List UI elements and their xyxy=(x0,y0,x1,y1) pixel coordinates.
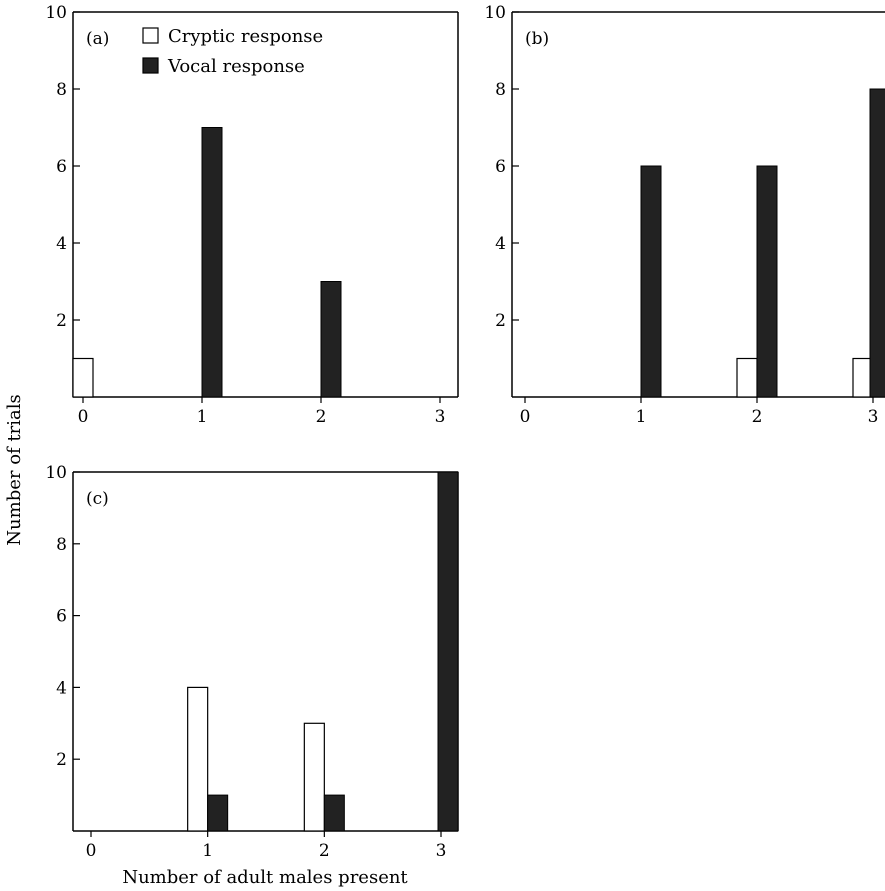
panel-2: 2 4 6 8 10 0 1 2 3 (b) xyxy=(484,3,885,427)
bar-cryptic-response xyxy=(736,357,758,398)
y-tick-label: 2 xyxy=(56,311,67,331)
x-tick-label: 2 xyxy=(316,407,327,427)
legend-label-cryptic: Cryptic response xyxy=(168,26,323,47)
x-tick-label: 2 xyxy=(319,841,330,861)
legend: Cryptic response Vocal response xyxy=(142,26,323,77)
panel-3: 2 4 6 8 10 0 1 2 3 (c) xyxy=(45,463,459,861)
bar-vocal-response xyxy=(323,794,345,832)
legend-swatch-cryptic xyxy=(142,27,159,44)
y-tick-label: 10 xyxy=(484,3,506,23)
legend-label-vocal: Vocal response xyxy=(167,56,305,77)
x-tick-label: 1 xyxy=(197,407,208,427)
bar-vocal-response xyxy=(640,165,662,398)
panel-label: (a) xyxy=(86,29,109,49)
y-tick-label: 6 xyxy=(56,607,67,627)
x-tick-label: 1 xyxy=(636,407,647,427)
bar-vocal-response xyxy=(320,281,342,398)
x-tick-label: 1 xyxy=(202,841,213,861)
y-tick-label: 8 xyxy=(495,80,506,100)
bar-cryptic-response xyxy=(303,722,325,832)
y-tick-label: 2 xyxy=(56,750,67,770)
bar-cryptic-response xyxy=(72,357,94,398)
panel-label: (c) xyxy=(86,489,109,509)
panel-label: (b) xyxy=(525,29,549,49)
x-tick-label: 0 xyxy=(78,407,89,427)
bar-vocal-response xyxy=(869,88,885,398)
y-tick-label: 4 xyxy=(56,678,67,698)
x-tick-label: 3 xyxy=(435,407,446,427)
y-tick-label: 8 xyxy=(56,535,67,555)
y-tick-label: 10 xyxy=(45,3,67,23)
y-tick-label: 4 xyxy=(495,234,506,254)
panel-1: 2 4 6 8 10 0 1 2 3 (a) xyxy=(45,3,459,427)
panels: 2 4 6 8 10 0 1 2 3 (a) 2 4 6 8 10 0 1 2 3 (b) 2 4 6 8 10 0 1 2 3 (c) xyxy=(45,3,885,861)
y-tick-label: 2 xyxy=(495,311,506,331)
y-axis-title: Number of trials xyxy=(4,394,25,545)
x-tick-label: 3 xyxy=(868,407,879,427)
bar-cryptic-response xyxy=(187,686,209,832)
legend-swatch-vocal xyxy=(142,57,159,74)
bar-vocal-response xyxy=(756,165,778,398)
y-tick-label: 6 xyxy=(56,157,67,177)
bar-vocal-response xyxy=(201,127,223,398)
y-tick-label: 4 xyxy=(56,234,67,254)
x-axis-title: Number of adult males present xyxy=(122,867,408,888)
x-tick-label: 0 xyxy=(86,841,97,861)
y-tick-label: 10 xyxy=(45,463,67,483)
y-tick-label: 6 xyxy=(495,157,506,177)
bar-vocal-response xyxy=(207,794,229,832)
bar-vocal-response xyxy=(437,471,459,832)
x-tick-label: 0 xyxy=(520,407,531,427)
x-tick-label: 2 xyxy=(752,407,763,427)
y-tick-label: 8 xyxy=(56,80,67,100)
x-tick-label: 3 xyxy=(436,841,447,861)
